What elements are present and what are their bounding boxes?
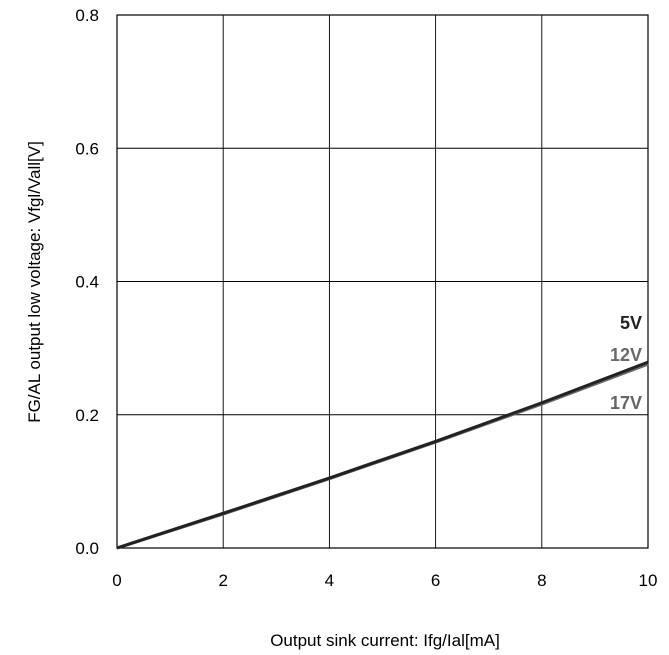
y-tick-label: 0.2 bbox=[75, 406, 99, 425]
y-tick-label: 0.0 bbox=[75, 539, 99, 558]
y-tick-label: 0.8 bbox=[75, 6, 99, 25]
y-tick-label: 0.4 bbox=[75, 273, 99, 292]
x-tick-label: 8 bbox=[537, 571, 546, 590]
y-tick-label: 0.6 bbox=[75, 139, 99, 158]
x-tick-label: 4 bbox=[325, 571, 334, 590]
series-line-5v bbox=[116, 360, 649, 550]
y-axis-ticks: 0.0 0.2 0.4 0.6 0.8 bbox=[75, 6, 99, 558]
series-lines bbox=[116, 360, 649, 550]
plot-area-frame bbox=[116, 14, 649, 549]
x-axis-title: Output sink current: Ifg/Ial[mA] bbox=[270, 631, 500, 650]
x-tick-label: 2 bbox=[218, 571, 227, 590]
series-label-5v: 5V bbox=[620, 313, 642, 333]
x-axis-ticks: 0 2 4 6 8 10 bbox=[112, 571, 657, 590]
series-label-17v: 17V bbox=[610, 393, 642, 413]
grid-lines bbox=[117, 15, 648, 548]
y-axis-title: FG/AL output low voltage: Vfgl/Vall[V] bbox=[25, 141, 44, 423]
series-labels: 5V 12V 17V bbox=[610, 313, 642, 413]
x-tick-label: 10 bbox=[639, 571, 658, 590]
x-tick-label: 6 bbox=[431, 571, 440, 590]
series-label-12v: 12V bbox=[610, 345, 642, 365]
x-tick-label: 0 bbox=[112, 571, 121, 590]
